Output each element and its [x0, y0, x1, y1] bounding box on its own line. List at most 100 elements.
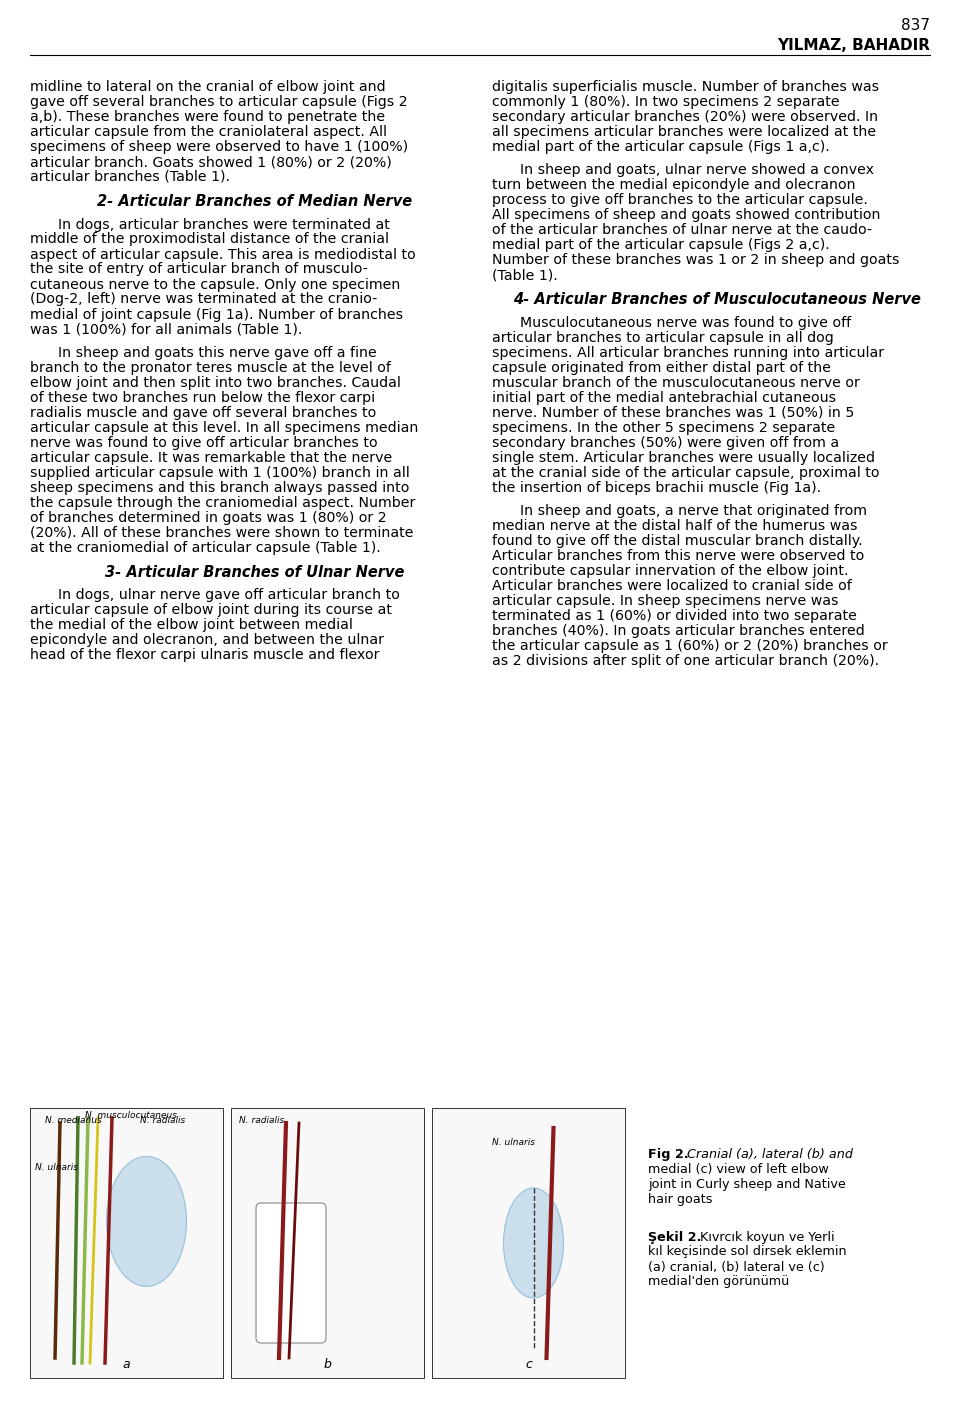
- Text: the insertion of biceps brachii muscle (Fig 1a).: the insertion of biceps brachii muscle (…: [492, 480, 821, 495]
- Text: articular capsule. In sheep specimens nerve was: articular capsule. In sheep specimens ne…: [492, 593, 838, 608]
- Ellipse shape: [503, 1188, 564, 1299]
- Text: Articular branches were localized to cranial side of: Articular branches were localized to cra…: [492, 579, 852, 593]
- Text: N. radialis: N. radialis: [140, 1116, 185, 1125]
- Text: N. musculocutaneus: N. musculocutaneus: [85, 1111, 177, 1121]
- Text: all specimens articular branches were localized at the: all specimens articular branches were lo…: [492, 124, 876, 138]
- Text: 2- Articular Branches of Median Nerve: 2- Articular Branches of Median Nerve: [97, 194, 413, 209]
- Text: of the articular branches of ulnar nerve at the caudo-: of the articular branches of ulnar nerve…: [492, 223, 872, 237]
- Text: epicondyle and olecranon, and between the ulnar: epicondyle and olecranon, and between th…: [30, 633, 384, 647]
- Text: as 2 divisions after split of one articular branch (20%).: as 2 divisions after split of one articu…: [492, 654, 879, 668]
- Text: (a) cranial, (b) lateral ve (c): (a) cranial, (b) lateral ve (c): [648, 1260, 825, 1273]
- Text: 3- Articular Branches of Ulnar Nerve: 3- Articular Branches of Ulnar Nerve: [106, 565, 405, 579]
- Text: hair goats: hair goats: [648, 1193, 712, 1207]
- FancyBboxPatch shape: [256, 1202, 326, 1342]
- Text: YILMAZ, BAHADIR: YILMAZ, BAHADIR: [777, 38, 930, 54]
- Text: midline to lateral on the cranial of elbow joint and: midline to lateral on the cranial of elb…: [30, 81, 386, 95]
- Text: Articular branches from this nerve were observed to: Articular branches from this nerve were …: [492, 550, 864, 562]
- Text: N. ulnaris: N. ulnaris: [35, 1163, 78, 1171]
- Text: initial part of the medial antebrachial cutaneous: initial part of the medial antebrachial …: [492, 391, 836, 404]
- Text: medial (c) view of left elbow: medial (c) view of left elbow: [648, 1163, 828, 1176]
- Text: joint in Curly sheep and Native: joint in Curly sheep and Native: [648, 1178, 846, 1191]
- Text: N. radialis: N. radialis: [239, 1116, 284, 1125]
- Text: N. ulnaris: N. ulnaris: [492, 1137, 535, 1147]
- Text: Şekil 2.: Şekil 2.: [648, 1231, 702, 1243]
- Text: single stem. Articular branches were usually localized: single stem. Articular branches were usu…: [492, 451, 875, 465]
- Text: articular branches to articular capsule in all dog: articular branches to articular capsule …: [492, 331, 833, 345]
- Text: branches (40%). In goats articular branches entered: branches (40%). In goats articular branc…: [492, 625, 865, 639]
- Text: the articular capsule as 1 (60%) or 2 (20%) branches or: the articular capsule as 1 (60%) or 2 (2…: [492, 639, 888, 653]
- Text: capsule originated from either distal part of the: capsule originated from either distal pa…: [492, 360, 831, 374]
- Text: gave off several branches to articular capsule (Figs 2: gave off several branches to articular c…: [30, 95, 408, 109]
- Ellipse shape: [107, 1156, 186, 1286]
- Text: head of the flexor carpi ulnaris muscle and flexor: head of the flexor carpi ulnaris muscle …: [30, 649, 379, 663]
- Text: supplied articular capsule with 1 (100%) branch in all: supplied articular capsule with 1 (100%)…: [30, 466, 410, 480]
- Text: In sheep and goats, ulnar nerve showed a convex: In sheep and goats, ulnar nerve showed a…: [520, 164, 874, 177]
- Text: at the cranial side of the articular capsule, proximal to: at the cranial side of the articular cap…: [492, 466, 879, 480]
- Text: nerve. Number of these branches was 1 (50%) in 5: nerve. Number of these branches was 1 (5…: [492, 406, 854, 420]
- Text: the medial of the elbow joint between medial: the medial of the elbow joint between me…: [30, 619, 353, 632]
- Text: (Dog-2, left) nerve was terminated at the cranio-: (Dog-2, left) nerve was terminated at th…: [30, 292, 377, 307]
- Text: Musculocutaneous nerve was found to give off: Musculocutaneous nerve was found to give…: [520, 315, 852, 329]
- Text: middle of the proximodistal distance of the cranial: middle of the proximodistal distance of …: [30, 233, 389, 246]
- Text: articular capsule at this level. In all specimens median: articular capsule at this level. In all …: [30, 421, 419, 435]
- Text: branch to the pronator teres muscle at the level of: branch to the pronator teres muscle at t…: [30, 360, 391, 374]
- Text: Kıvrcık koyun ve Yerli: Kıvrcık koyun ve Yerli: [696, 1231, 834, 1243]
- Text: medial of joint capsule (Fig 1a). Number of branches: medial of joint capsule (Fig 1a). Number…: [30, 308, 403, 322]
- Text: was 1 (100%) for all animals (Table 1).: was 1 (100%) for all animals (Table 1).: [30, 322, 302, 336]
- Text: specimens. All articular branches running into articular: specimens. All articular branches runnin…: [492, 346, 884, 360]
- Text: the site of entry of articular branch of musculo-: the site of entry of articular branch of…: [30, 263, 368, 277]
- Text: the capsule through the craniomedial aspect. Number: the capsule through the craniomedial asp…: [30, 496, 416, 510]
- Text: 837: 837: [901, 18, 930, 32]
- Text: terminated as 1 (60%) or divided into two separate: terminated as 1 (60%) or divided into tw…: [492, 609, 857, 623]
- Bar: [432, 1108, 625, 1378]
- Text: contribute capsular innervation of the elbow joint.: contribute capsular innervation of the e…: [492, 564, 849, 578]
- Text: at the craniomedial of articular capsule (Table 1).: at the craniomedial of articular capsule…: [30, 541, 381, 555]
- Text: digitalis superficialis muscle. Number of branches was: digitalis superficialis muscle. Number o…: [492, 81, 879, 95]
- Text: muscular branch of the musculocutaneous nerve or: muscular branch of the musculocutaneous …: [492, 376, 860, 390]
- Text: specimens. In the other 5 specimens 2 separate: specimens. In the other 5 specimens 2 se…: [492, 421, 835, 435]
- Text: turn between the medial epicondyle and olecranon: turn between the medial epicondyle and o…: [492, 178, 855, 192]
- Text: In sheep and goats, a nerve that originated from: In sheep and goats, a nerve that origina…: [520, 504, 867, 519]
- Text: found to give off the distal muscular branch distally.: found to give off the distal muscular br…: [492, 534, 863, 548]
- Text: medial part of the articular capsule (Figs 2 a,c).: medial part of the articular capsule (Fi…: [492, 239, 829, 253]
- Text: 4- Articular Branches of Musculocutaneous Nerve: 4- Articular Branches of Musculocutaneou…: [513, 292, 921, 308]
- Text: sheep specimens and this branch always passed into: sheep specimens and this branch always p…: [30, 480, 409, 495]
- Text: articular capsule of elbow joint during its course at: articular capsule of elbow joint during …: [30, 603, 392, 617]
- Text: process to give off branches to the articular capsule.: process to give off branches to the arti…: [492, 194, 868, 208]
- Text: Fig 2.: Fig 2.: [648, 1147, 688, 1161]
- Text: commonly 1 (80%). In two specimens 2 separate: commonly 1 (80%). In two specimens 2 sep…: [492, 95, 840, 109]
- Text: aspect of articular capsule. This area is mediodistal to: aspect of articular capsule. This area i…: [30, 247, 416, 261]
- Text: (20%). All of these branches were shown to terminate: (20%). All of these branches were shown …: [30, 526, 414, 540]
- Text: of branches determined in goats was 1 (80%) or 2: of branches determined in goats was 1 (8…: [30, 510, 387, 524]
- Text: Cranial (a), lateral (b) and: Cranial (a), lateral (b) and: [683, 1147, 852, 1161]
- Text: In dogs, articular branches were terminated at: In dogs, articular branches were termina…: [58, 218, 390, 232]
- Text: articular capsule. It was remarkable that the nerve: articular capsule. It was remarkable tha…: [30, 451, 393, 465]
- Text: articular capsule from the craniolateral aspect. All: articular capsule from the craniolateral…: [30, 124, 387, 138]
- Text: c: c: [525, 1358, 532, 1371]
- Text: nerve was found to give off articular branches to: nerve was found to give off articular br…: [30, 435, 377, 449]
- Text: median nerve at the distal half of the humerus was: median nerve at the distal half of the h…: [492, 519, 857, 533]
- Text: (Table 1).: (Table 1).: [492, 268, 558, 283]
- Text: medial part of the articular capsule (Figs 1 a,c).: medial part of the articular capsule (Fi…: [492, 140, 829, 154]
- Text: b: b: [324, 1358, 331, 1371]
- Bar: [30, 1108, 223, 1378]
- Text: articular branch. Goats showed 1 (80%) or 2 (20%): articular branch. Goats showed 1 (80%) o…: [30, 155, 392, 170]
- Text: All specimens of sheep and goats showed contribution: All specimens of sheep and goats showed …: [492, 208, 880, 222]
- Text: medial'den görünümü: medial'den görünümü: [648, 1276, 789, 1289]
- Text: In dogs, ulnar nerve gave off articular branch to: In dogs, ulnar nerve gave off articular …: [58, 588, 400, 602]
- Text: cutaneous nerve to the capsule. Only one specimen: cutaneous nerve to the capsule. Only one…: [30, 277, 400, 291]
- Text: a: a: [123, 1358, 131, 1371]
- Text: kıl keçisinde sol dirsek eklemin: kıl keçisinde sol dirsek eklemin: [648, 1245, 847, 1259]
- Text: specimens of sheep were observed to have 1 (100%): specimens of sheep were observed to have…: [30, 140, 408, 154]
- Text: of these two branches run below the flexor carpi: of these two branches run below the flex…: [30, 391, 375, 404]
- Text: N. medianus: N. medianus: [45, 1116, 102, 1125]
- Text: secondary branches (50%) were given off from a: secondary branches (50%) were given off …: [492, 435, 839, 449]
- Text: Number of these branches was 1 or 2 in sheep and goats: Number of these branches was 1 or 2 in s…: [492, 253, 900, 267]
- Text: secondary articular branches (20%) were observed. In: secondary articular branches (20%) were …: [492, 110, 878, 124]
- Text: articular branches (Table 1).: articular branches (Table 1).: [30, 170, 230, 184]
- Text: elbow joint and then split into two branches. Caudal: elbow joint and then split into two bran…: [30, 376, 401, 390]
- Text: In sheep and goats this nerve gave off a fine: In sheep and goats this nerve gave off a…: [58, 346, 376, 360]
- Text: radialis muscle and gave off several branches to: radialis muscle and gave off several bra…: [30, 406, 376, 420]
- Bar: [231, 1108, 424, 1378]
- Text: a,b). These branches were found to penetrate the: a,b). These branches were found to penet…: [30, 110, 385, 124]
